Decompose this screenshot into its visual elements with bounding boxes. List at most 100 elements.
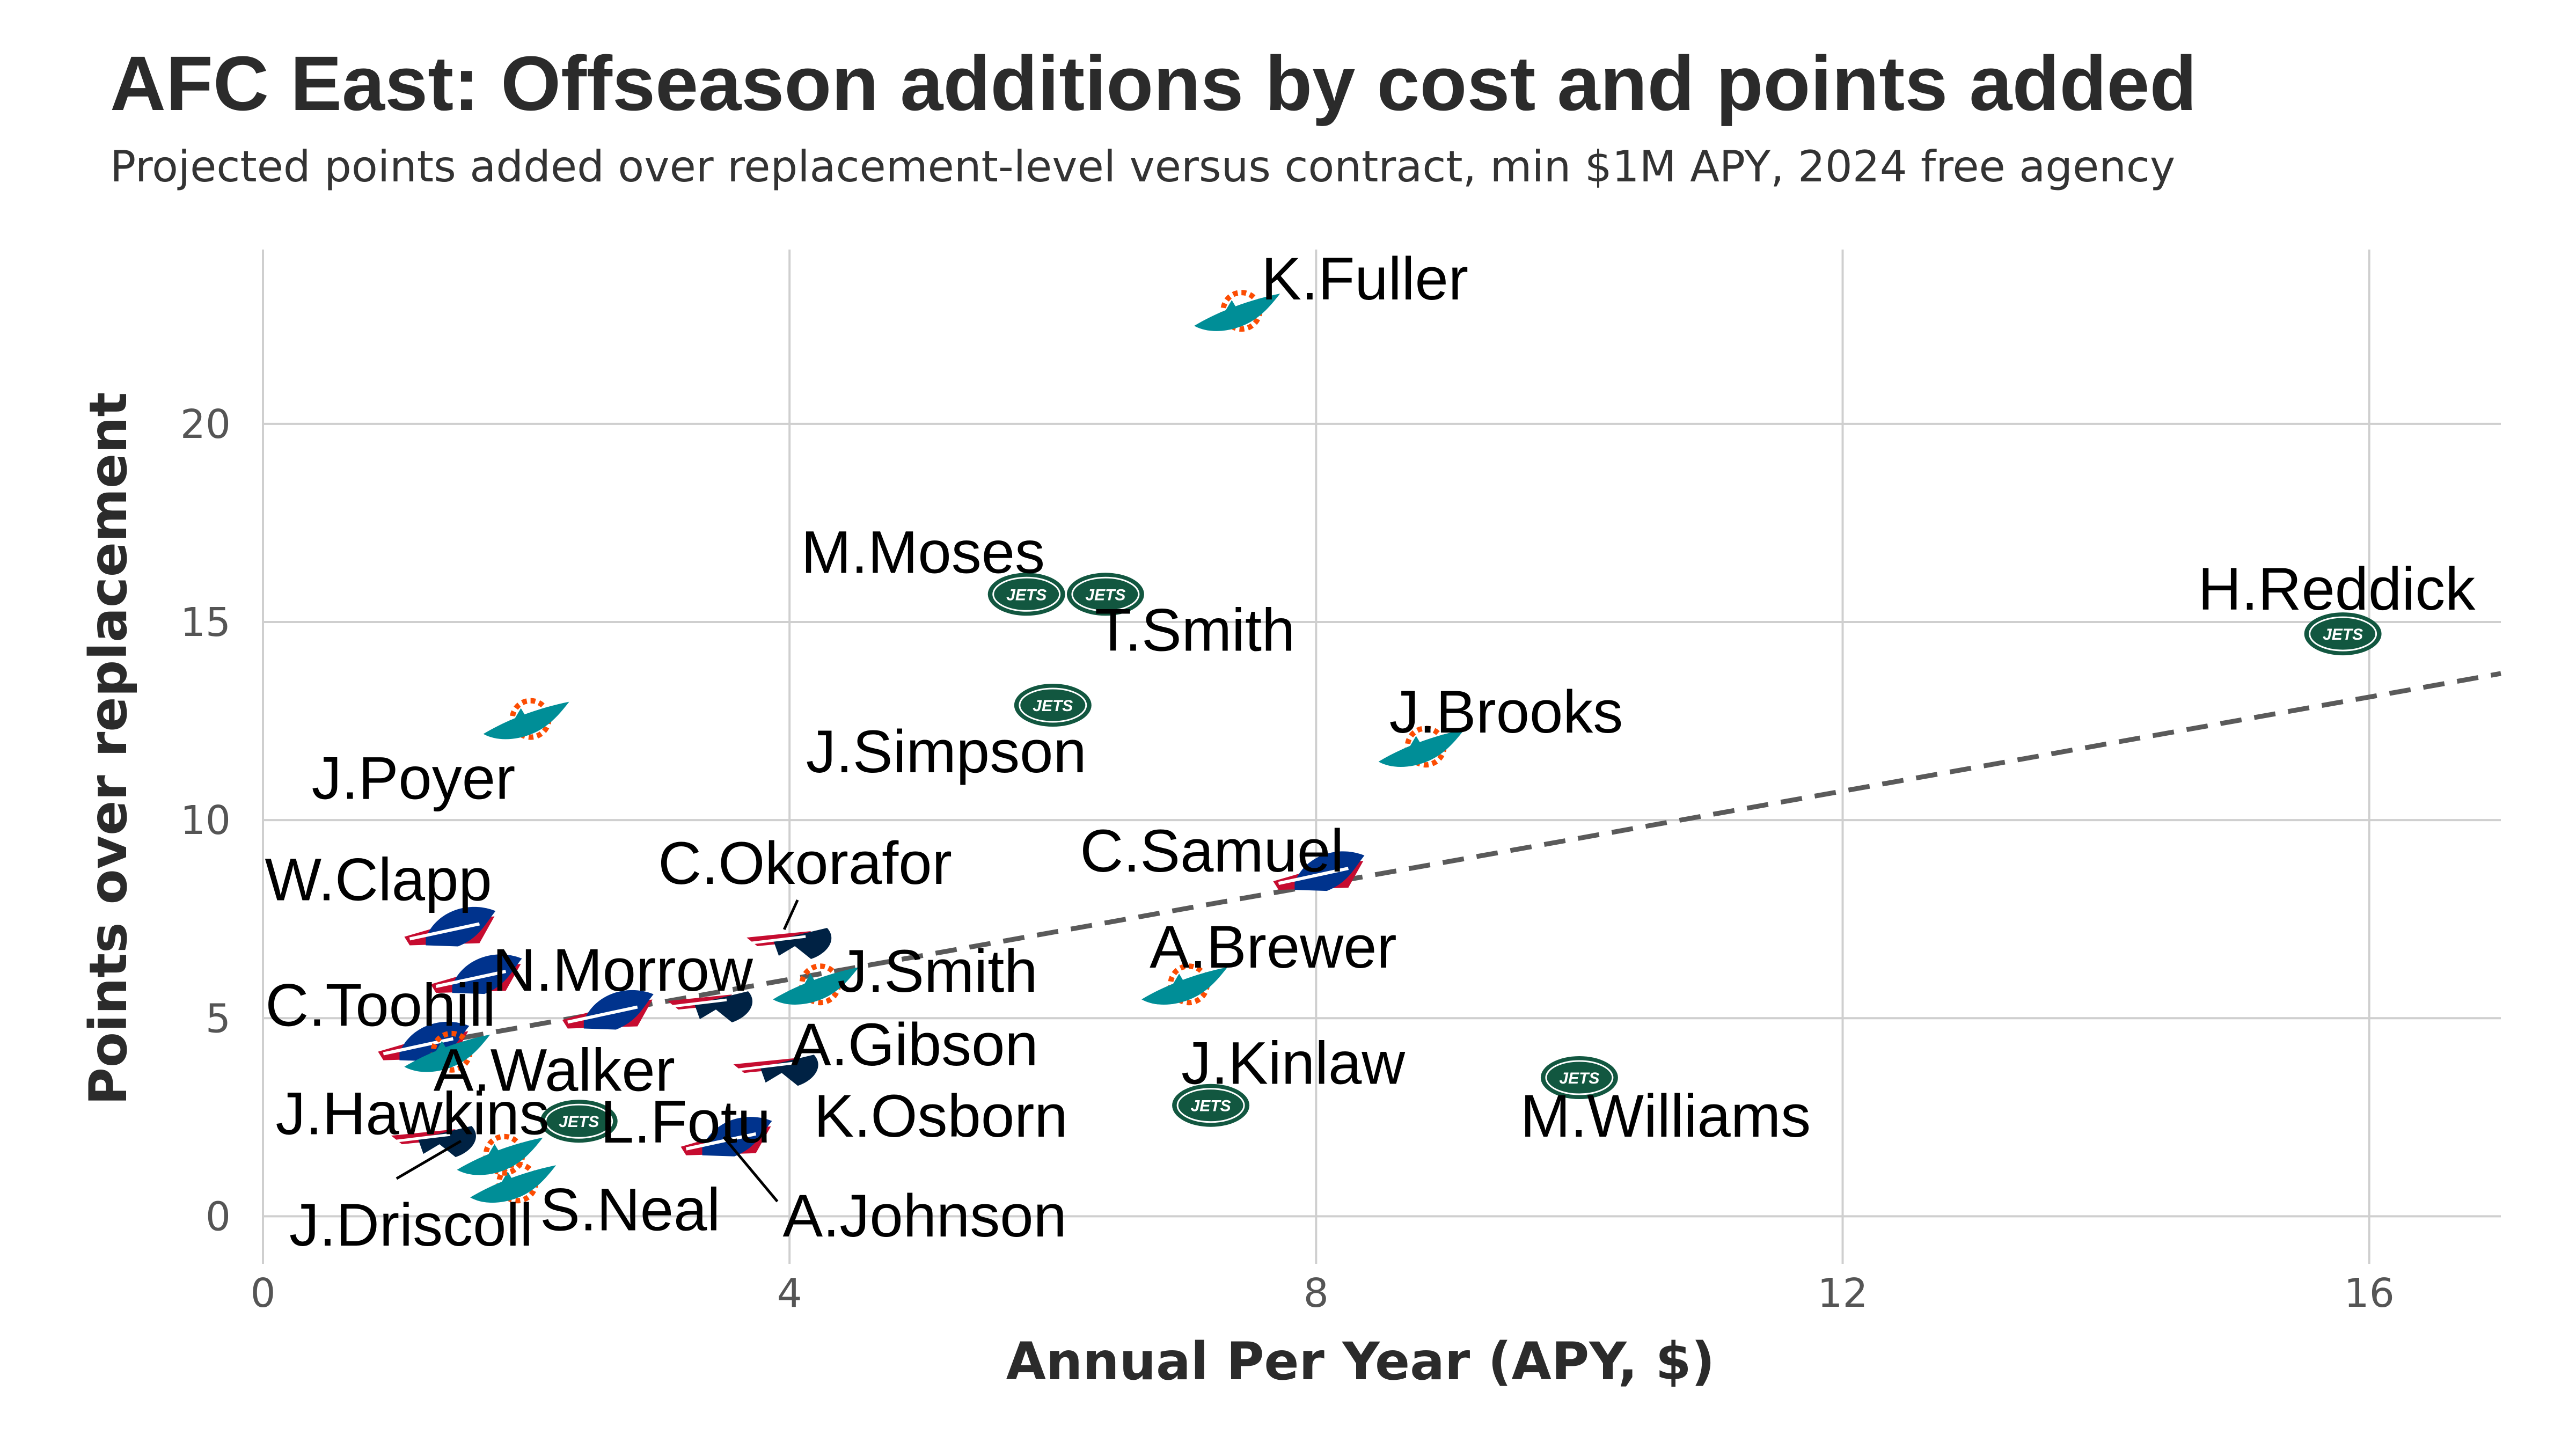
team-logo-marker: JETS xyxy=(540,1100,618,1143)
bills-logo-line xyxy=(383,1037,454,1056)
team-logo-marker xyxy=(457,1133,543,1176)
x-tick-label: 0 xyxy=(250,1270,275,1316)
jets-logo-word: JETS xyxy=(1006,586,1046,604)
patriots-logo-head xyxy=(773,928,832,959)
jets-logo-ring xyxy=(992,576,1061,612)
point-label: A.Johnson xyxy=(783,1182,1067,1249)
x-axis-title: Annual Per Year (APY, $) xyxy=(1006,1331,1715,1392)
trend-line-group xyxy=(394,671,2501,1052)
point-label: J.Simpson xyxy=(806,718,1087,785)
jets-logo-oval xyxy=(540,1100,618,1143)
y-tick-label: 10 xyxy=(180,797,231,844)
point-label: W.Clapp xyxy=(265,846,492,913)
point-label: A.Brewer xyxy=(1150,913,1397,980)
tick-labels: 0 4 8 12 16 0 5 10 15 20 xyxy=(180,401,2395,1316)
team-logo-marker: JETS xyxy=(1172,1084,1250,1127)
markers: JETS JETS JETS JETS JETS JETS JETS xyxy=(378,290,2382,1204)
bills-logo-line xyxy=(435,970,507,989)
point-label: N.Morrow xyxy=(493,936,753,1004)
y-axis-title: Points over replacement xyxy=(78,392,138,1106)
jets-logo-oval xyxy=(1014,684,1092,727)
patriots-logo-line xyxy=(396,1133,451,1143)
jets-logo-ring xyxy=(1545,1060,1614,1095)
x-tick-label: 4 xyxy=(777,1270,802,1316)
team-logo-marker: JETS xyxy=(987,573,1065,616)
label-leader-line xyxy=(396,1139,462,1180)
dolphins-logo-fin xyxy=(1221,300,1242,319)
patriots-logo-head xyxy=(418,1126,476,1158)
team-logo-marker xyxy=(1378,726,1465,768)
point-label: J.Brooks xyxy=(1389,678,1623,745)
y-tick-label: 20 xyxy=(180,401,231,448)
point-label: J.Kinlaw xyxy=(1181,1030,1406,1097)
jets-logo-word: JETS xyxy=(559,1113,599,1131)
chart-subtitle: Projected points added over replacement-… xyxy=(110,142,2175,192)
dolphins-logo-fin xyxy=(510,708,531,727)
team-logo-marker: JETS xyxy=(1066,573,1144,616)
patriots-logo-line xyxy=(751,935,806,945)
team-logo-marker xyxy=(1273,851,1365,891)
jets-logo-word: JETS xyxy=(1191,1097,1231,1115)
point-label: K.Osborn xyxy=(814,1082,1068,1150)
point-label: J.Hawkins xyxy=(275,1080,549,1147)
point-labels: K.Fuller H.Reddick M.Moses T.SmithJ.Simpson… xyxy=(265,245,2476,1258)
point-label: A.Gibson xyxy=(791,1011,1038,1078)
team-logo-marker xyxy=(404,1030,491,1073)
bills-logo-line xyxy=(685,1132,757,1151)
team-logo-marker xyxy=(668,991,753,1023)
chart-title: AFC East: Offseason additions by cost an… xyxy=(110,40,2197,127)
team-logo-marker xyxy=(773,963,859,1006)
patriots-logo-head xyxy=(694,991,753,1023)
team-logo-marker xyxy=(733,1055,818,1086)
jets-logo-oval xyxy=(1066,573,1144,616)
dolphins-logo-fin xyxy=(497,1172,518,1190)
patriots-logo-head xyxy=(760,1055,818,1086)
jets-logo-ring xyxy=(1019,687,1087,723)
y-tick-label: 5 xyxy=(206,996,231,1042)
point-label: J.Poyer xyxy=(312,745,516,812)
bills-logo-line xyxy=(567,1005,638,1024)
point-label: H.Reddick xyxy=(2198,555,2476,623)
point-label: M.Moses xyxy=(801,518,1045,586)
point-label: J.Driscoll xyxy=(289,1191,533,1258)
x-tick-label: 12 xyxy=(1817,1270,1868,1316)
team-logo-marker xyxy=(483,698,569,740)
dolphins-logo-fin xyxy=(1405,736,1426,755)
team-logo-marker xyxy=(1194,290,1280,332)
point-label: M.Williams xyxy=(1520,1082,1811,1150)
label-leader-line xyxy=(722,1136,779,1203)
y-tick-label: 15 xyxy=(180,599,231,646)
bills-logo-line xyxy=(409,922,480,941)
point-label: L.Fotu xyxy=(601,1088,771,1155)
y-tick-label: 0 xyxy=(206,1194,231,1240)
team-logo-marker xyxy=(747,928,832,959)
jets-logo-oval xyxy=(1172,1084,1250,1127)
jets-logo-word: JETS xyxy=(2323,626,2363,643)
dolphins-logo-fin xyxy=(800,974,821,992)
dolphins-logo-fin xyxy=(1168,974,1189,992)
bills-logo-line xyxy=(1278,867,1349,885)
jets-logo-oval xyxy=(2304,612,2382,656)
point-label: C.Samuel xyxy=(1080,817,1344,884)
point-label: A.Walker xyxy=(434,1037,675,1104)
trend-line xyxy=(394,671,2501,1052)
point-label: C.Okorafor xyxy=(658,830,952,897)
jets-logo-word: JETS xyxy=(1559,1070,1599,1087)
jets-logo-ring xyxy=(2309,616,2377,652)
jets-logo-ring xyxy=(1071,576,1140,612)
point-label: K.Fuller xyxy=(1261,245,1468,312)
x-tick-label: 16 xyxy=(2344,1270,2395,1316)
point-label: T.Smith xyxy=(1095,596,1295,663)
team-logo-marker: JETS xyxy=(1540,1056,1618,1099)
patriots-logo-line xyxy=(738,1062,793,1071)
jets-logo-ring xyxy=(545,1103,613,1139)
label-leader-line xyxy=(782,899,799,931)
team-logo-marker: JETS xyxy=(1014,684,1092,727)
dolphins-logo-fin xyxy=(431,1041,452,1059)
team-logo-marker xyxy=(404,906,496,947)
team-logo-marker xyxy=(470,1161,557,1204)
team-logo-marker xyxy=(1141,963,1228,1006)
patriots-logo-line xyxy=(672,998,727,1008)
point-label: C.Toohill xyxy=(265,972,496,1039)
